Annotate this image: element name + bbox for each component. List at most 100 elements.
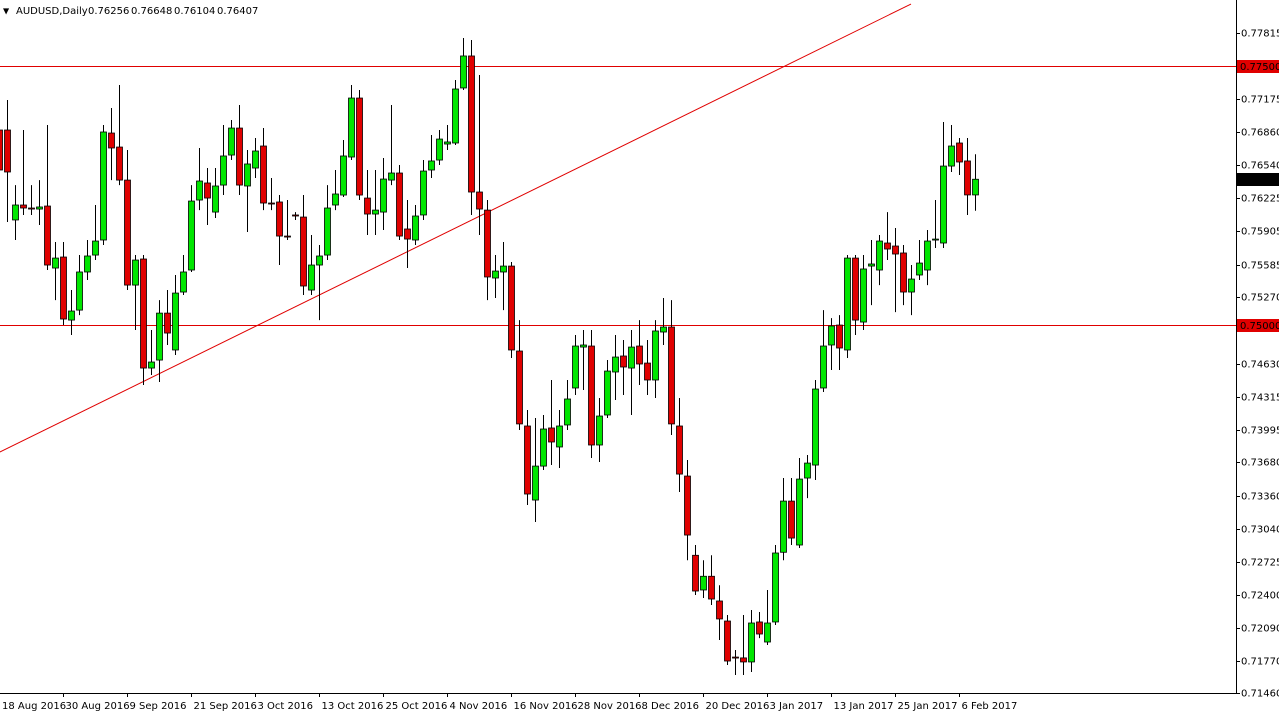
y-tick-label: 0.71770 (1241, 657, 1279, 668)
candle-body (196, 180, 203, 201)
candle-body (284, 235, 291, 238)
candle-body (212, 185, 219, 213)
candle-body (148, 361, 155, 369)
candle-body (700, 575, 707, 591)
candle-body (188, 200, 195, 271)
candle-body (252, 150, 259, 169)
candle-body (516, 350, 523, 425)
candle-body (956, 142, 963, 163)
candle-body (644, 362, 651, 381)
y-tick-label: 0.75585 (1241, 261, 1279, 272)
candle-body (692, 554, 699, 592)
candle-body (844, 257, 851, 351)
candle-body (868, 263, 875, 267)
candle-body (404, 228, 411, 240)
candle-body (372, 209, 379, 215)
candle-body (92, 240, 99, 256)
x-tick-label: 3 Oct 2016 (258, 701, 313, 712)
candle-body (228, 127, 235, 156)
candle-body (260, 145, 267, 204)
candle-body (748, 622, 755, 663)
candle-body (116, 146, 123, 181)
y-tick-label: 0.77815 (1241, 29, 1279, 40)
trendline (0, 3, 912, 453)
candle-body (884, 242, 891, 250)
candle-body (436, 138, 443, 161)
candle-body (468, 55, 475, 193)
x-tick-label: 20 Dec 2016 (706, 701, 770, 712)
y-tick-label: 0.71460 (1241, 689, 1279, 700)
candle-body (316, 255, 323, 266)
y-tick-label: 0.75905 (1241, 227, 1279, 238)
y-tick-label: 0.77175 (1241, 95, 1279, 106)
candle-body (76, 271, 83, 311)
candle-body (156, 312, 163, 361)
y-tick-label: 0.73360 (1241, 492, 1279, 503)
candle-body (444, 141, 451, 145)
candle-body (724, 620, 731, 662)
candle-body (180, 271, 187, 293)
candle-body (676, 425, 683, 475)
candle-body (44, 205, 51, 266)
candle-body (660, 326, 667, 333)
candle-body (828, 325, 835, 346)
x-tick-label: 3 Jan 2017 (770, 701, 824, 712)
candle-body (716, 600, 723, 620)
candle-body (204, 182, 211, 199)
candle-body (244, 163, 251, 187)
candle-body (524, 425, 531, 495)
candle-body (852, 257, 859, 321)
header-low: 0.76104 (174, 6, 215, 17)
candle-body (84, 255, 91, 273)
x-tick-label: 18 Aug 2016 (2, 701, 66, 712)
candle-body (20, 204, 27, 209)
candle-body (508, 265, 515, 351)
candle-body (940, 165, 947, 244)
candle-body (460, 55, 467, 89)
y-tick-label: 0.74315 (1241, 393, 1279, 404)
candle-body (708, 575, 715, 600)
candle-body (772, 552, 779, 623)
candle-body (276, 201, 283, 237)
candle-body (332, 193, 339, 206)
candle-body (580, 344, 587, 348)
y-tick-label: 0.76225 (1241, 194, 1279, 205)
candle-body (348, 97, 355, 158)
candle-body (900, 252, 907, 293)
y-tick-label: 0.72400 (1241, 591, 1279, 602)
x-tick-label: 4 Nov 2016 (450, 701, 508, 712)
x-tick-label: 8 Dec 2016 (642, 701, 700, 712)
candle-body (628, 346, 635, 369)
y-tick-label: 0.73680 (1241, 458, 1279, 469)
candle-body (52, 257, 59, 269)
candle-body (36, 206, 43, 210)
y-tick-label: 0.74630 (1241, 360, 1279, 371)
candle-body (556, 425, 563, 448)
candle-body (860, 268, 867, 323)
x-tick-label: 13 Oct 2016 (322, 701, 384, 712)
candle-body (388, 172, 395, 181)
candle-body (740, 657, 747, 663)
x-tick-label: 25 Oct 2016 (386, 701, 448, 712)
candle-body (924, 240, 931, 271)
candle-body (356, 97, 363, 196)
current-price-label: 0.76407 (1240, 175, 1279, 186)
y-tick-label: 0.72725 (1241, 558, 1279, 569)
candle-body (500, 265, 507, 273)
candle-body (908, 278, 915, 293)
chart-title: AUDUSD,Daily (16, 6, 88, 17)
candle-body (164, 312, 171, 334)
y-tick-label: 0.73995 (1241, 426, 1279, 437)
candle-body (268, 202, 275, 205)
candle-body (292, 214, 299, 217)
candle-body (100, 131, 107, 241)
candle-body (764, 622, 771, 643)
x-tick-label: 21 Sep 2016 (194, 701, 257, 712)
header-high: 0.76648 (131, 6, 172, 17)
candle-body (620, 355, 627, 368)
collapse-icon: ▼ (3, 7, 10, 16)
candle-body (780, 500, 787, 553)
axes: 0.77815 0.77175 0.76860 0.76540 0.76225 0.759… (2, 29, 1279, 712)
x-tick-label: 16 Nov 2016 (514, 701, 578, 712)
candle-body (484, 209, 491, 278)
